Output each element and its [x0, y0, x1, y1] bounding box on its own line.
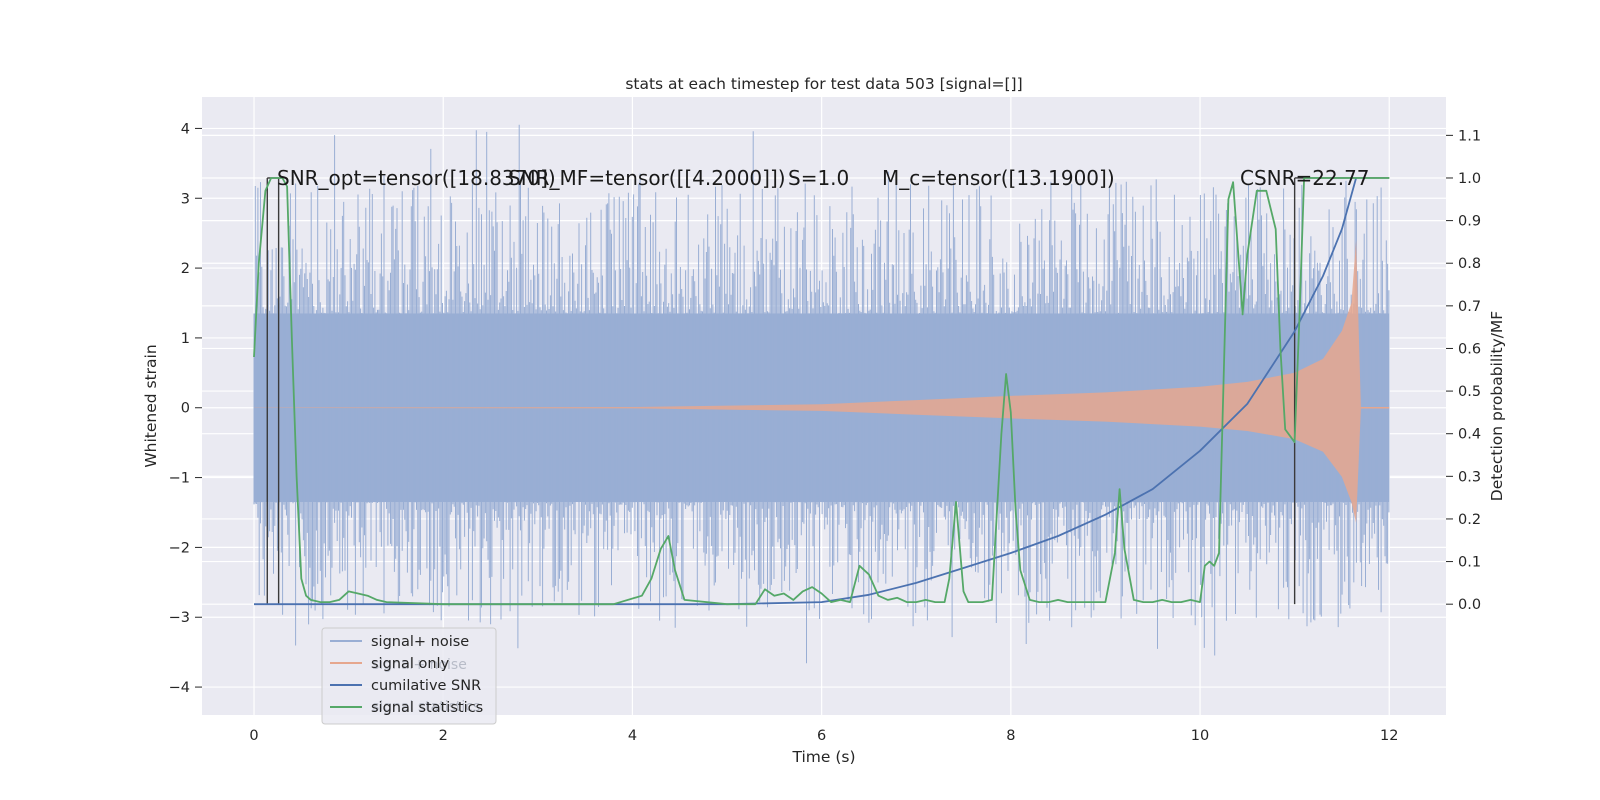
- legend-entry-noise: signal+ noise: [371, 634, 469, 650]
- x-tick-label: 4: [628, 728, 637, 744]
- y-left-tick-label: 3: [181, 191, 190, 207]
- y-right-tick-label: 0.4: [1458, 427, 1481, 443]
- y-right-tick-label: 1.1: [1458, 128, 1481, 144]
- annotation-snr-opt: SNR_opt=tensor([18.8370]): [277, 166, 556, 190]
- axis-ticks: 0 2 4 6 8 10 12−4−3−2−1012340.00.10.20.30.40.5…: [169, 121, 1481, 744]
- y-left-tick-label: 1: [181, 331, 190, 347]
- x-tick-label: 8: [1006, 728, 1015, 744]
- signal-statistics-series: [253, 177, 1390, 606]
- legend-entry-stats: signal statistics: [371, 700, 483, 716]
- y-left-tick-label: −4: [169, 680, 190, 696]
- y-left-tick-label: 2: [181, 261, 190, 277]
- legend-entry-csnr: cumilative SNR: [371, 678, 481, 694]
- y-left-tick-label: −1: [169, 471, 190, 487]
- y-right-tick-label: 0.2: [1458, 512, 1481, 528]
- legend-ghost-text: signal+ noise: [372, 657, 467, 673]
- x-axis-label: Time (s): [791, 748, 855, 766]
- x-tick-label: 0: [249, 728, 258, 744]
- y-right-tick-label: 0.1: [1458, 555, 1481, 571]
- y-axis-label-left: Whitened strain: [142, 344, 160, 467]
- x-tick-label: 6: [817, 728, 826, 744]
- x-tick-label: 12: [1380, 728, 1398, 744]
- legend: signal+ noise signal statistics signal+ …: [321, 627, 497, 725]
- vertical-marker-lines: [266, 177, 1390, 605]
- y-left-tick-label: 0: [181, 401, 190, 417]
- y-axis-label-right: Detection probability/MF: [1488, 311, 1506, 502]
- annotation-csnr: CSNR=22.77: [1240, 166, 1370, 190]
- signal-statistics-line: [253, 177, 1390, 606]
- y-right-tick-label: 0.0: [1458, 597, 1481, 613]
- annotation-s: S=1.0: [788, 166, 849, 190]
- y-right-tick-label: 0.3: [1458, 469, 1481, 485]
- legend-entry-signal: signal only: [371, 656, 450, 672]
- y-right-tick-label: 0.5: [1458, 384, 1481, 400]
- cumulative-snr-line: [254, 177, 1357, 606]
- annotation-snr-mf: SNR_MF=tensor([[4.2000]]): [508, 166, 786, 190]
- legend-ghost-text: signal statistics: [372, 699, 480, 715]
- y-left-tick-label: 4: [181, 121, 190, 137]
- y-right-tick-label: 0.7: [1458, 299, 1481, 315]
- signal-only-series: [254, 240, 1390, 523]
- y-right-tick-label: 0.8: [1458, 256, 1481, 272]
- legend-box: [321, 627, 497, 725]
- x-tick-label: 2: [439, 728, 448, 744]
- y-right-tick-label: 1.0: [1458, 171, 1481, 187]
- chart-title: stats at each timestep for test data 503…: [625, 75, 1022, 93]
- y-right-tick-label: 0.9: [1458, 214, 1481, 230]
- y-left-tick-label: −3: [169, 610, 190, 626]
- x-tick-label: 10: [1191, 728, 1209, 744]
- cumulative-snr-series: [254, 177, 1357, 606]
- y-left-tick-label: −2: [169, 540, 190, 556]
- annotation-mc: M_c=tensor([13.1900]): [882, 166, 1115, 190]
- y-right-tick-label: 0.6: [1458, 341, 1481, 357]
- annotations: SNR_opt=tensor([18.8370]) SNR_MF=tensor(…: [277, 166, 1370, 190]
